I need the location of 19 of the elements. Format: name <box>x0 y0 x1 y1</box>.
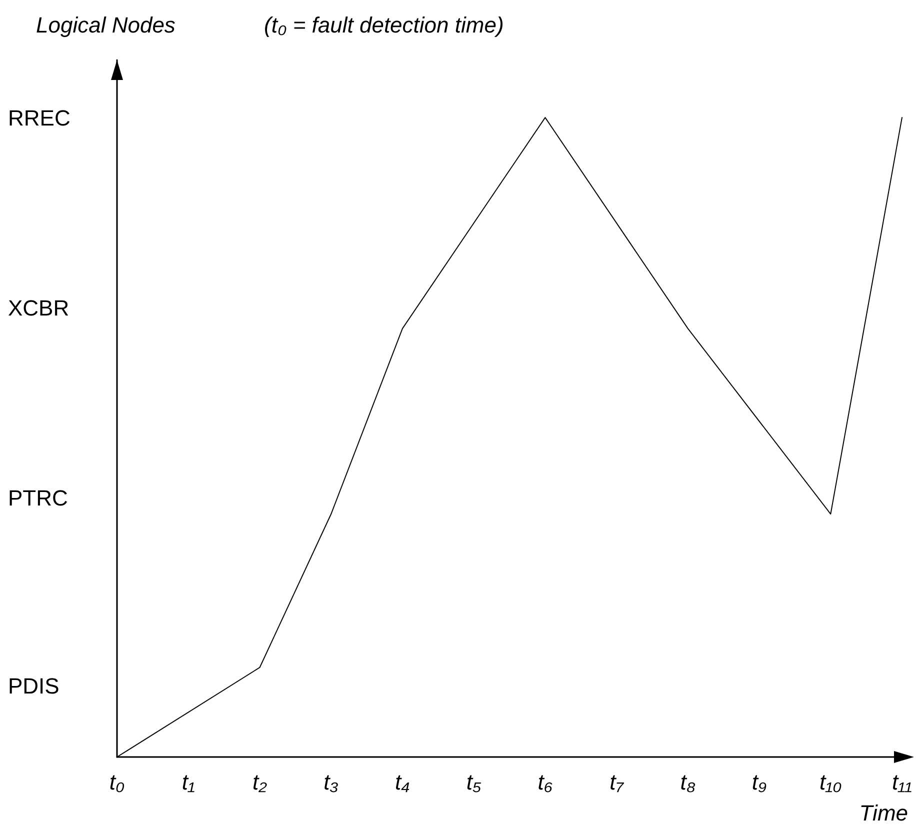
text: XCBR <box>8 296 70 320</box>
x-tick-label: t₈ <box>680 770 696 794</box>
x-tick-label: t₀ <box>109 770 125 794</box>
x-tick-label: t₃ <box>324 770 339 794</box>
x-tick-label: t₂ <box>252 770 268 794</box>
x-tick-label: t₇ <box>610 770 625 794</box>
x-tick-label: t₁₀ <box>819 770 842 794</box>
text: PTRC <box>8 486 68 510</box>
text: RREC <box>8 106 70 130</box>
text: PDIS <box>8 674 60 698</box>
x-tick-label: t₄ <box>394 770 410 794</box>
x-tick-label: t₁₁ <box>892 770 912 794</box>
text: (t₀ = fault detection time) <box>264 12 504 38</box>
x-tick-label: t₅ <box>466 770 482 794</box>
x-tick-label: t₁ <box>182 770 195 794</box>
x-tick-label: t₆ <box>538 770 553 794</box>
x-tick-label: t₉ <box>752 770 767 794</box>
y-axis-title: Logical Nodes <box>36 12 176 38</box>
x-axis-title: Time <box>859 800 908 826</box>
